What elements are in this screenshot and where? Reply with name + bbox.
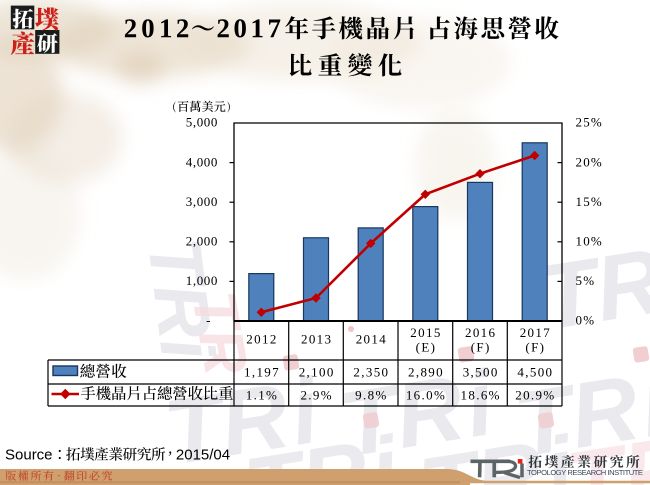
svg-text:TRi: TRi <box>132 234 230 366</box>
svg-text:3,500: 3,500 <box>463 365 499 380</box>
svg-text:9.8%: 9.8% <box>355 388 387 403</box>
svg-text:20.9%: 20.9% <box>515 388 555 403</box>
svg-text:15%: 15% <box>576 194 603 209</box>
svg-text:TOPOLOGY RESEARCH INSTITUTE: TOPOLOGY RESEARCH INSTITUTE <box>527 468 643 477</box>
svg-text:5%: 5% <box>576 273 596 288</box>
svg-text:1.1%: 1.1% <box>246 388 278 403</box>
svg-text:1,197: 1,197 <box>244 365 280 380</box>
svg-text:2,890: 2,890 <box>408 365 444 380</box>
svg-text:TR: TR <box>178 286 260 380</box>
svg-text:4,000: 4,000 <box>186 154 218 169</box>
svg-text:25%: 25% <box>576 115 603 130</box>
svg-text:1,000: 1,000 <box>186 273 218 288</box>
svg-text:20%: 20% <box>576 154 603 169</box>
svg-text:2015/04: 2015/04 <box>176 447 230 464</box>
svg-text:5,000: 5,000 <box>186 115 218 130</box>
svg-text:18.6%: 18.6% <box>461 388 501 403</box>
svg-text:0%: 0% <box>576 313 596 328</box>
svg-text:Source: Source <box>5 447 53 464</box>
svg-text:4,500: 4,500 <box>517 365 553 380</box>
svg-text:2014: 2014 <box>356 332 387 347</box>
svg-text:2013: 2013 <box>301 332 332 347</box>
svg-text:3,000: 3,000 <box>186 194 218 209</box>
svg-text:2,350: 2,350 <box>353 365 389 380</box>
svg-text:(F): (F) <box>525 340 545 355</box>
svg-text:2.9%: 2.9% <box>300 388 332 403</box>
svg-text:2017: 2017 <box>520 325 551 340</box>
svg-text:16.0%: 16.0% <box>406 388 446 403</box>
svg-text:TR: TR <box>333 357 470 477</box>
svg-text:TR: TR <box>533 230 650 350</box>
svg-text:2016: 2016 <box>465 325 496 340</box>
svg-text:-: - <box>206 313 211 328</box>
svg-text:(E): (E) <box>416 340 437 355</box>
svg-text:2,000: 2,000 <box>186 234 218 249</box>
svg-text:2012: 2012 <box>246 332 277 347</box>
svg-text:(F): (F) <box>471 340 491 355</box>
svg-text:2,100: 2,100 <box>299 365 335 380</box>
svg-text:TR: TR <box>158 365 295 485</box>
svg-text:10%: 10% <box>576 234 603 249</box>
svg-text:2015: 2015 <box>410 325 441 340</box>
